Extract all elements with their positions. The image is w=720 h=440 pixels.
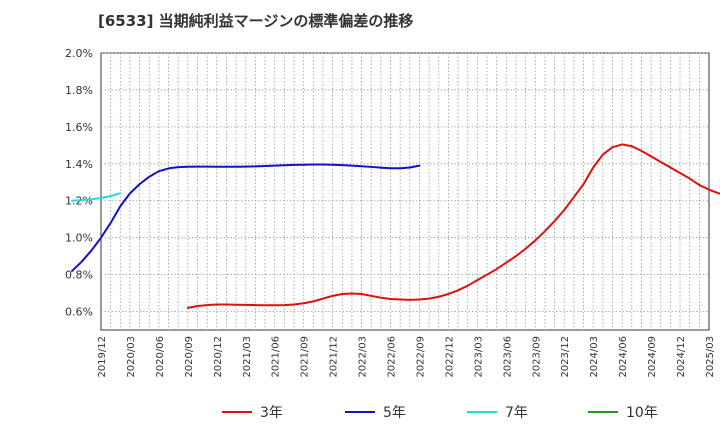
chart-title: [6533] 当期純利益マージンの標準偏差の推移 (98, 12, 414, 30)
x-tick-label: 2024/12 (676, 336, 687, 378)
y-tick-label: 1.0% (65, 232, 93, 245)
legend: 3年 5年 7年 10年 (222, 405, 658, 421)
series-line-3年 (186, 143, 720, 309)
x-tick-label: 2022/06 (387, 336, 398, 378)
series-line-7年 (71, 192, 122, 202)
y-tick-label: 2.0% (65, 47, 93, 60)
legend-label-7年: 7年 (505, 405, 528, 421)
y-tick-label: 1.6% (65, 121, 93, 134)
x-tick-label: 2021/09 (300, 336, 311, 378)
x-tick-label: 2020/12 (213, 336, 224, 378)
x-tick-label: 2021/06 (271, 336, 282, 378)
x-tick-label: 2022/09 (415, 336, 426, 378)
grid-layer (101, 52, 709, 330)
x-tick-label: 2023/09 (531, 336, 542, 378)
x-axis-ticks: 2019/12 2020/03 2020/06 2020/09 2020/12 2021/… (97, 336, 716, 378)
x-tick-label: 2024/09 (647, 336, 658, 378)
x-tick-label: 2023/03 (473, 336, 484, 378)
series-layer (71, 143, 720, 309)
x-tick-label: 2022/03 (358, 336, 369, 378)
x-tick-label: 2023/06 (502, 336, 513, 378)
y-tick-label: 1.8% (65, 84, 93, 97)
plot-area (100, 52, 710, 331)
legend-label-5年: 5年 (383, 405, 406, 421)
y-tick-label: 1.4% (65, 158, 93, 171)
x-tick-label: 2025/03 (705, 336, 716, 378)
x-tick-label: 2022/12 (444, 336, 455, 378)
legend-label-10年: 10年 (626, 405, 658, 421)
series-line-5年 (71, 163, 421, 272)
x-tick-label: 2021/03 (242, 336, 253, 378)
x-tick-label: 2020/06 (155, 336, 166, 378)
y-tick-label: 0.6% (65, 306, 93, 319)
x-tick-label: 2024/03 (589, 336, 600, 378)
x-tick-label: 2019/12 (97, 336, 108, 378)
legend-label-3年: 3年 (260, 405, 283, 421)
x-tick-label: 2020/03 (126, 336, 137, 378)
y-axis-ticks: 0.6%0.8%1.0%1.2%1.4%1.6%1.8%2.0% (65, 47, 93, 319)
y-tick-label: 0.8% (65, 269, 93, 282)
x-tick-label: 2020/09 (184, 336, 195, 378)
x-tick-label: 2023/12 (560, 336, 571, 378)
x-tick-label: 2024/06 (618, 336, 629, 378)
x-tick-label: 2021/12 (329, 336, 340, 378)
